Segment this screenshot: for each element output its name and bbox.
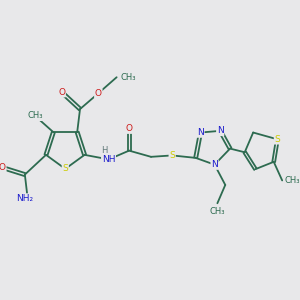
Text: O: O	[0, 163, 6, 172]
Text: N: N	[217, 126, 224, 135]
Text: O: O	[95, 89, 102, 98]
Text: O: O	[126, 124, 133, 133]
Text: NH₂: NH₂	[16, 194, 33, 203]
Text: H: H	[101, 146, 107, 154]
Text: CH₃: CH₃	[285, 176, 300, 185]
Text: S: S	[62, 164, 68, 173]
Text: CH₃: CH₃	[121, 73, 136, 82]
Text: N: N	[197, 128, 204, 137]
Text: O: O	[58, 88, 65, 97]
Text: N: N	[211, 160, 218, 169]
Text: CH₃: CH₃	[27, 111, 43, 120]
Text: CH₃: CH₃	[210, 207, 225, 216]
Text: S: S	[274, 135, 280, 144]
Text: S: S	[169, 151, 175, 160]
Text: NH: NH	[102, 154, 115, 164]
